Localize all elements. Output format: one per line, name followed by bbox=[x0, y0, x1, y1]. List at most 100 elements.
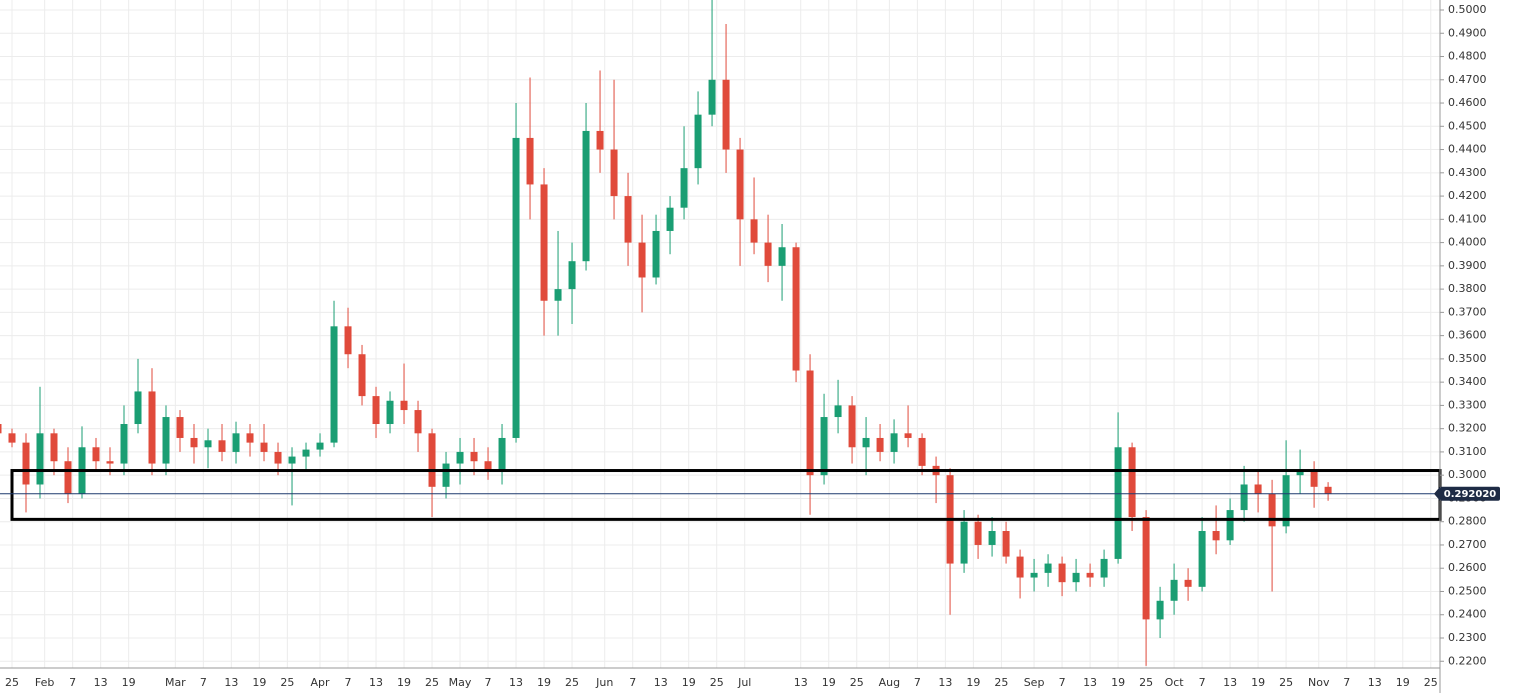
x-tick-label: Mar bbox=[165, 676, 186, 689]
candle-body bbox=[666, 207, 674, 231]
y-tick-label: 0.4200 bbox=[1448, 189, 1487, 202]
candle-body bbox=[750, 219, 758, 243]
x-tick-label: Feb bbox=[35, 676, 54, 689]
y-tick-label: 0.3300 bbox=[1448, 398, 1487, 411]
y-tick-label: 0.2300 bbox=[1448, 631, 1487, 644]
candle-body bbox=[1296, 470, 1304, 476]
candle-body bbox=[792, 247, 800, 371]
candle-body bbox=[1184, 579, 1192, 587]
candle-body bbox=[372, 396, 380, 425]
candle-body bbox=[568, 261, 576, 290]
candle-body bbox=[1282, 475, 1290, 527]
x-tick-label: Sep bbox=[1024, 676, 1045, 689]
candle-body bbox=[274, 451, 282, 464]
candle-body bbox=[652, 230, 660, 278]
candle-body bbox=[8, 433, 16, 443]
x-tick-label: 19 bbox=[822, 676, 836, 689]
candle-body bbox=[1170, 579, 1178, 601]
candle-body bbox=[1198, 531, 1206, 587]
candle-body bbox=[288, 456, 296, 464]
candle-body bbox=[960, 521, 968, 564]
plot-area bbox=[0, 0, 1442, 666]
candle-body bbox=[0, 424, 2, 434]
x-tick-label: 13 bbox=[369, 676, 383, 689]
x-tick-label: 13 bbox=[654, 676, 668, 689]
candle-body bbox=[218, 440, 226, 452]
x-tick-label: 7 bbox=[914, 676, 921, 689]
candle-body bbox=[834, 405, 842, 418]
candle-body bbox=[694, 114, 702, 169]
candle-body bbox=[50, 433, 58, 462]
candle-body bbox=[1086, 572, 1094, 578]
candle-body bbox=[176, 417, 184, 438]
x-tick-label: 25 bbox=[425, 676, 439, 689]
candle-body bbox=[1016, 556, 1024, 578]
candle-body bbox=[890, 433, 898, 452]
candle-body bbox=[414, 410, 422, 434]
x-tick-label: 25 bbox=[1139, 676, 1153, 689]
last-price-label: 0.292020 bbox=[1444, 489, 1497, 500]
candle-body bbox=[1254, 484, 1262, 494]
candle-body bbox=[540, 184, 548, 301]
y-tick-label: 0.2700 bbox=[1448, 538, 1487, 551]
candle-body bbox=[582, 130, 590, 262]
y-tick-label: 0.3400 bbox=[1448, 375, 1487, 388]
x-tick-label: 13 bbox=[94, 676, 108, 689]
y-tick-label: 0.2200 bbox=[1448, 654, 1487, 667]
candle-body bbox=[204, 440, 212, 448]
x-tick-label: 13 bbox=[1223, 676, 1237, 689]
candle-body bbox=[232, 433, 240, 452]
last-price-box bbox=[1440, 486, 1500, 501]
x-tick-label: 19 bbox=[122, 676, 136, 689]
y-tick-label: 0.4800 bbox=[1448, 50, 1487, 63]
x-tick-label: 19 bbox=[682, 676, 696, 689]
x-tick-label: 7 bbox=[629, 676, 636, 689]
candle-body bbox=[162, 417, 170, 464]
x-tick-label: 25 bbox=[565, 676, 579, 689]
candle-body bbox=[316, 442, 324, 450]
candle-body bbox=[1226, 510, 1234, 541]
candle-body bbox=[148, 391, 156, 464]
x-tick-label: 19 bbox=[252, 676, 266, 689]
candle-body bbox=[1142, 517, 1150, 620]
x-tick-label: 25 bbox=[1424, 676, 1438, 689]
candle-body bbox=[1310, 470, 1318, 487]
candle-body bbox=[512, 137, 520, 438]
x-tick-label: 13 bbox=[224, 676, 238, 689]
candle-body bbox=[708, 79, 716, 115]
candle-body bbox=[1114, 447, 1122, 559]
x-tick-label: 13 bbox=[938, 676, 952, 689]
candle-body bbox=[918, 437, 926, 466]
y-tick-label: 0.4300 bbox=[1448, 166, 1487, 179]
x-tick-label: Aug bbox=[879, 676, 900, 689]
x-tick-label: 7 bbox=[200, 676, 207, 689]
candle-body bbox=[428, 433, 436, 487]
y-tick-label: 0.3600 bbox=[1448, 329, 1487, 342]
x-tick-label: 7 bbox=[345, 676, 352, 689]
y-tick-label: 0.4100 bbox=[1448, 212, 1487, 225]
x-tick-label: 19 bbox=[537, 676, 551, 689]
candle-body bbox=[1030, 572, 1038, 578]
candle-body bbox=[1100, 558, 1108, 578]
candle-body bbox=[64, 461, 72, 494]
x-tick-label: 7 bbox=[485, 676, 492, 689]
y-tick-label: 0.3800 bbox=[1448, 282, 1487, 295]
candle-body bbox=[848, 405, 856, 448]
x-tick-label: 25 bbox=[1279, 676, 1293, 689]
candle-body bbox=[862, 437, 870, 448]
x-tick-label: Oct bbox=[1165, 676, 1185, 689]
x-tick-label: 25 bbox=[5, 676, 19, 689]
y-tick-label: 0.3700 bbox=[1448, 305, 1487, 318]
candle-body bbox=[1128, 447, 1136, 518]
x-tick-label: 25 bbox=[850, 676, 864, 689]
candle-body bbox=[344, 326, 352, 355]
candle-body bbox=[470, 451, 478, 462]
candle-body bbox=[624, 196, 632, 243]
x-tick-label: 19 bbox=[1396, 676, 1410, 689]
x-tick-label: May bbox=[449, 676, 472, 689]
candle-body bbox=[22, 442, 30, 485]
x-tick-label: 13 bbox=[509, 676, 523, 689]
candle-body bbox=[1072, 572, 1080, 583]
x-tick-label: 25 bbox=[710, 676, 724, 689]
